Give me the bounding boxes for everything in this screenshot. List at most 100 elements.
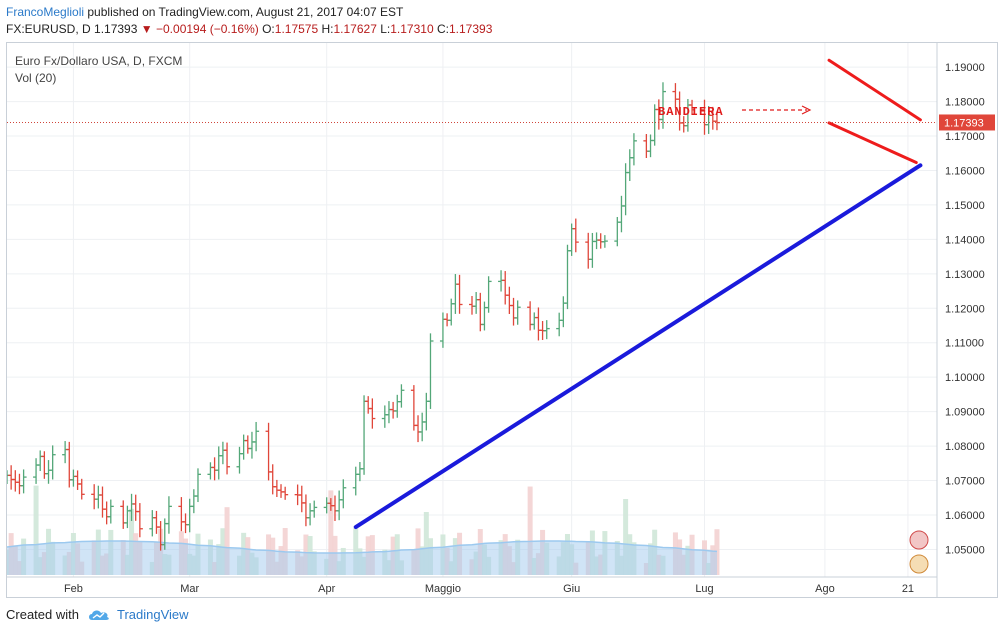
footer: Created with TradingView	[6, 607, 189, 623]
volume-indicator-label: Vol (20)	[15, 71, 56, 85]
ohlc-bar	[477, 292, 484, 332]
volume-ma-area	[7, 541, 717, 575]
ohlc-bar	[165, 496, 172, 534]
ohlc-bar	[585, 232, 592, 269]
y-tick-label: 1.09000	[945, 407, 985, 419]
chart-title: Euro Fx/Dollaro USA, D, FXCM	[15, 54, 182, 68]
last-price-label: 1.17393	[944, 117, 984, 129]
ohlc-bar	[62, 441, 69, 464]
ohlc-bar	[37, 450, 44, 472]
ohlc-bar	[103, 501, 110, 525]
ohlc-bar	[282, 486, 289, 500]
ohlc-bar	[224, 442, 231, 475]
volume-layer	[4, 485, 720, 575]
ohlc-bar	[672, 83, 679, 108]
y-tick-label: 1.18000	[945, 97, 985, 109]
ohlc-bar	[502, 271, 509, 305]
ohlc-bar	[244, 435, 251, 454]
ohlc-bar	[572, 218, 579, 253]
price-chart[interactable]: 1.17393 1.05000 1.06000 1.07000 1.08000 1.09…	[4, 43, 997, 597]
ohlc-bar	[689, 99, 696, 116]
volume-ma-line	[6, 540, 718, 554]
ohlc-bar	[70, 469, 77, 487]
ohlc-bar	[215, 446, 222, 480]
high-value: 1.17627	[333, 22, 377, 36]
ohlc-bar	[560, 296, 567, 328]
ohlc-bar	[381, 405, 388, 428]
ohlc-bar	[20, 469, 27, 494]
ohlc-bar	[593, 232, 600, 250]
ohlc-bar	[390, 401, 397, 419]
volume-bar	[527, 486, 533, 575]
ohlc-bar	[311, 500, 318, 518]
y-tick-label: 1.07000	[945, 476, 985, 488]
chart-panel[interactable]: 1.17393 1.05000 1.06000 1.07000 1.08000 1.09…	[4, 42, 998, 598]
drawing-layer: 1.17393	[7, 58, 995, 574]
y-tick-label: 1.16000	[945, 165, 985, 177]
ohlc-bar	[618, 195, 625, 233]
volume-bar	[224, 507, 230, 575]
ohlc-bar	[248, 431, 255, 459]
tradingview-link[interactable]: TradingView	[116, 607, 189, 622]
annotation-arrow-head	[801, 105, 812, 115]
ohlc-bar	[99, 486, 106, 518]
ohlc-bar	[510, 297, 517, 326]
chart-grid	[7, 43, 937, 577]
ohlc-bar	[369, 398, 376, 429]
price-bars	[4, 82, 720, 551]
ohlc-bar	[514, 300, 521, 325]
open-label: O:	[262, 22, 275, 36]
ohlc-bar	[95, 485, 102, 509]
x-tick-label: Feb	[64, 583, 83, 595]
low-label: L:	[380, 22, 391, 36]
volume-bar	[423, 511, 429, 575]
ohlc-bar	[410, 385, 417, 431]
support-trendline	[353, 163, 923, 530]
flag-upper-line	[827, 58, 922, 122]
ohlc-bar	[361, 395, 368, 475]
axes-layer: 1.05000 1.06000 1.07000 1.08000 1.09000 1.100…	[7, 43, 985, 597]
ohlc-bar	[190, 489, 197, 514]
ohlc-bar	[4, 470, 10, 484]
price-change: −0.00194 (−0.16%)	[156, 22, 259, 36]
ohlc-bar	[236, 446, 243, 474]
volume-bar	[353, 528, 359, 575]
tradingview-cloud-icon[interactable]	[87, 608, 111, 622]
ohlc-bar	[278, 484, 285, 498]
ohlc-bar	[630, 133, 637, 166]
y-tick-label: 1.19000	[945, 62, 985, 74]
x-tick-label: Ago	[815, 583, 835, 595]
ohlc-bar	[41, 451, 48, 479]
symbol-line: FX:EURUSD, D 1.17393 ▼ −0.00194 (−0.16%)…	[6, 22, 492, 36]
volume-bar	[328, 490, 334, 575]
x-tick-label: Apr	[318, 583, 335, 595]
ohlc-bar	[398, 384, 405, 408]
ohlc-bar	[253, 421, 260, 452]
publish-line: FrancoMeglioli published on TradingView.…	[6, 5, 403, 19]
symbol-label: FX:EURUSD, D	[6, 22, 91, 36]
ohlc-bar	[240, 434, 247, 460]
y-tick-label: 1.06000	[945, 510, 985, 522]
sticker-icons	[909, 530, 929, 574]
ohlc-bar	[78, 478, 85, 500]
open-value: 1.17575	[274, 22, 319, 36]
ohlc-bar	[659, 82, 666, 129]
x-tick-label: Lug	[695, 583, 713, 595]
y-tick-label: 1.05000	[945, 544, 985, 556]
ohlc-bar	[427, 333, 434, 409]
ohlc-bar	[365, 396, 372, 414]
x-tick-label: Mar	[180, 583, 199, 595]
ohlc-bar	[352, 466, 359, 496]
published-text: published on TradingView.com, August 21,…	[87, 5, 404, 19]
ohlc-bar	[626, 149, 633, 182]
down-arrow-icon: ▼	[140, 22, 153, 36]
ohlc-bar	[556, 312, 563, 337]
ohlc-bar	[182, 513, 189, 534]
ohlc-bar	[91, 484, 98, 510]
ohlc-bar	[506, 286, 513, 314]
created-with-label: Created with	[6, 607, 79, 622]
ohlc-bar	[186, 498, 193, 533]
ohlc-bar	[211, 457, 218, 481]
y-tick-label: 1.08000	[945, 441, 985, 453]
author-link[interactable]: FrancoMeglioli	[6, 5, 85, 19]
